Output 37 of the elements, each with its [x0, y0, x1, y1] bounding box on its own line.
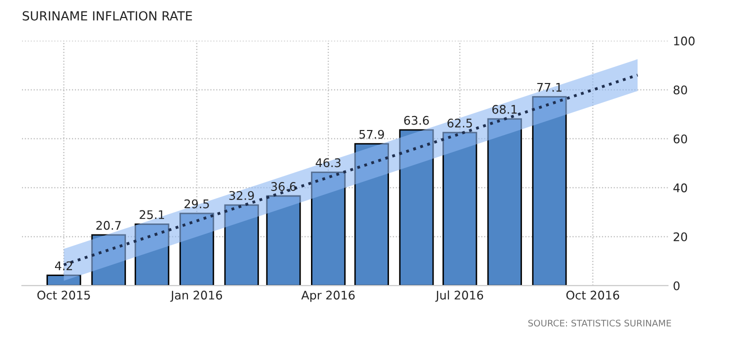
x-tick-label: Jan 2016	[170, 290, 222, 302]
x-tick-label: Jul 2016	[435, 290, 484, 302]
data-label: 36.6	[271, 182, 296, 191]
bar	[224, 204, 259, 286]
bar	[179, 212, 214, 286]
bar	[134, 223, 170, 286]
y-tick-label: 60	[674, 134, 688, 144]
data-label: 62.5	[448, 118, 472, 128]
y-tick-label: 100	[674, 36, 695, 46]
bar	[46, 274, 82, 286]
bar	[487, 118, 522, 286]
y-tick-label: 40	[673, 183, 688, 192]
bar	[399, 129, 434, 286]
data-label: 29.5	[184, 199, 209, 208]
data-label: 20.7	[96, 220, 121, 230]
data-label: 57.9	[359, 130, 384, 139]
data-label: 68.1	[492, 104, 517, 114]
x-tick-label: Oct 2015	[37, 290, 90, 300]
chart-title: SURINAME INFLATION RATE	[22, 11, 192, 21]
data-label: 63.6	[404, 116, 429, 125]
bar	[266, 195, 301, 286]
x-tick-label: Apr 2016	[301, 290, 355, 302]
y-tick-label: 80	[674, 85, 688, 94]
data-label: 25.1	[140, 210, 164, 220]
data-label: 4.2	[55, 261, 72, 270]
data-label: 77.1	[537, 83, 562, 92]
source-note: SOURCE: STATISTICS SURINAME	[528, 320, 672, 327]
y-tick-label: 0	[674, 281, 680, 290]
y-tick-label: 20	[674, 232, 688, 242]
bar	[91, 234, 126, 286]
data-label: 46.3	[316, 158, 340, 168]
x-tick-label: Oct 2016	[566, 290, 620, 300]
bar	[532, 96, 567, 286]
bar	[310, 172, 346, 286]
bar	[442, 132, 478, 286]
bar	[354, 143, 389, 286]
data-label: 32.9	[229, 191, 254, 200]
